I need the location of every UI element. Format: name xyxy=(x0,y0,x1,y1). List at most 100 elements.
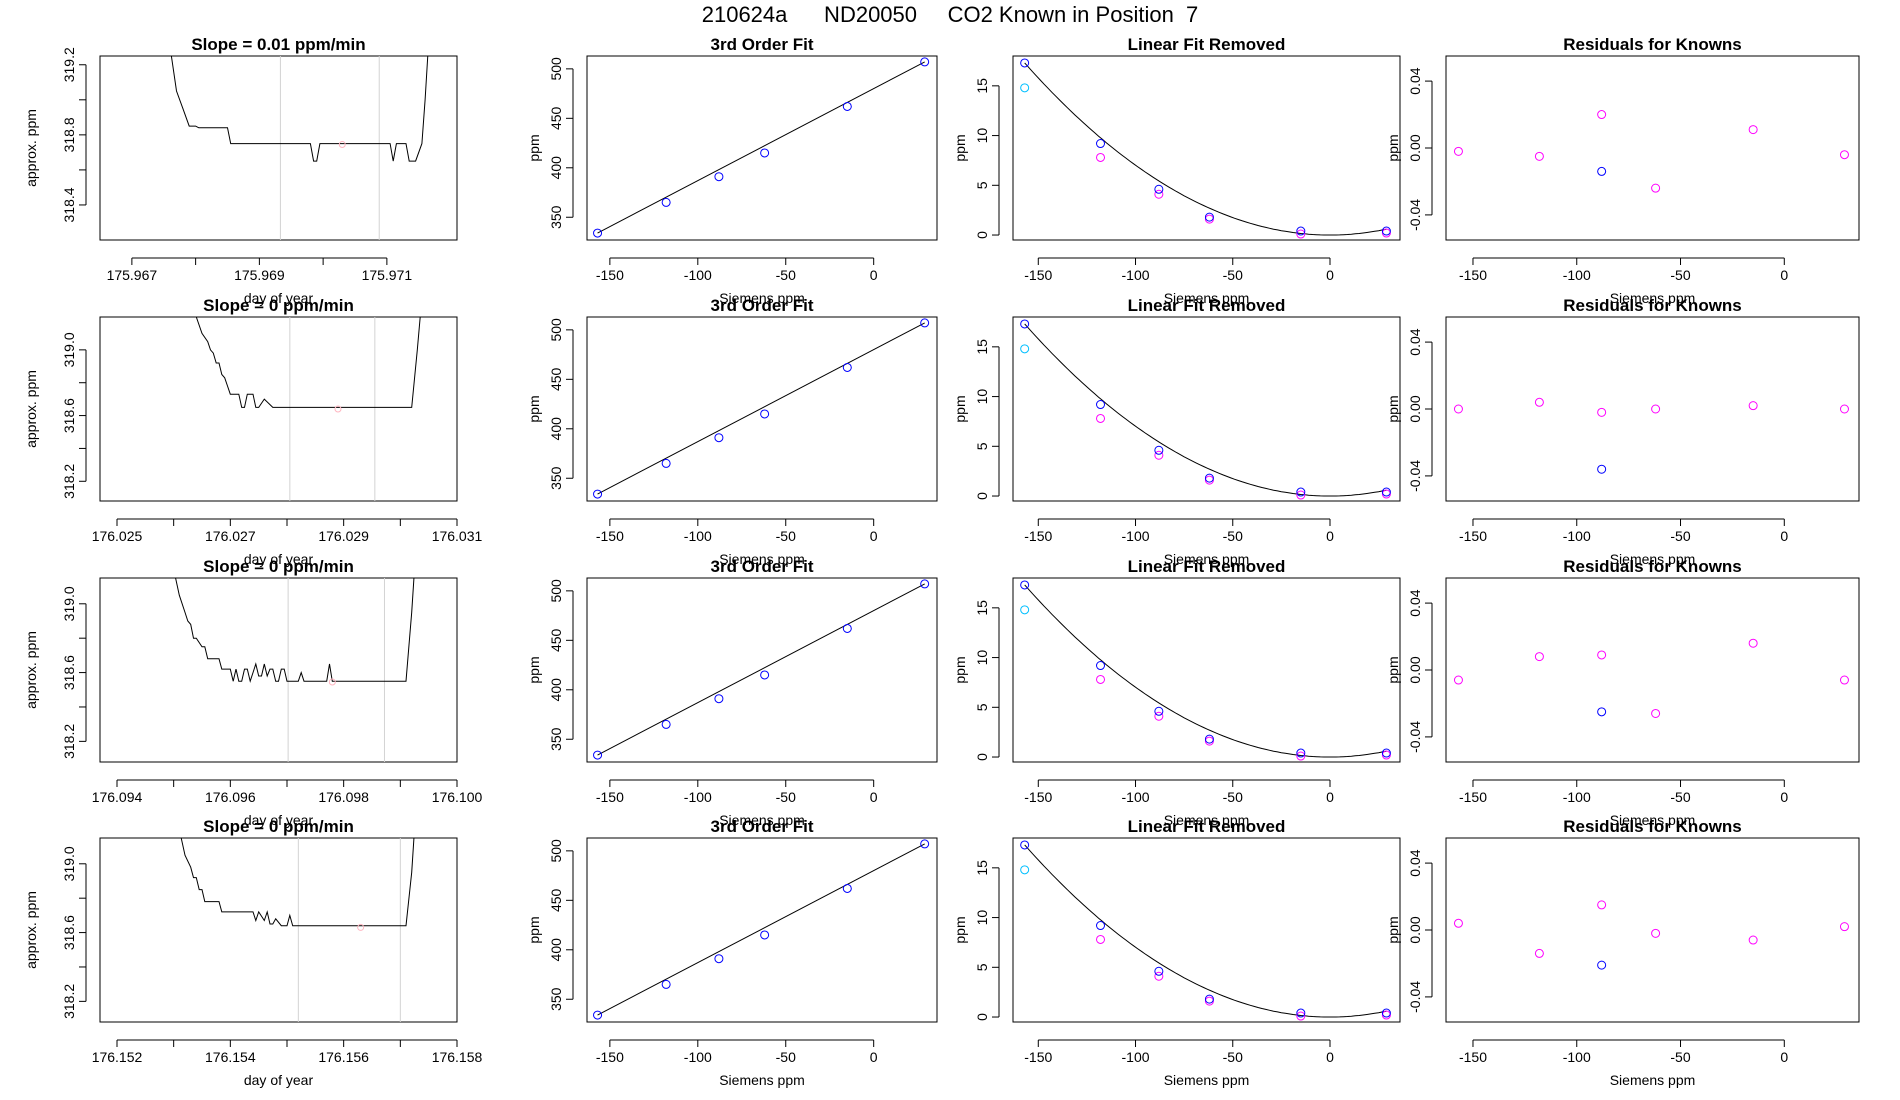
y-tick-label: 318.6 xyxy=(61,398,77,433)
x-tick-label: 0 xyxy=(1780,1049,1788,1065)
data-point-magenta xyxy=(1154,711,1164,721)
x-axis-label: Siemens ppm xyxy=(719,1072,805,1088)
y-tick-label: 319.0 xyxy=(61,332,77,367)
fit-line xyxy=(597,322,925,495)
data-point-blue xyxy=(1597,960,1607,970)
x-tick-label: -50 xyxy=(1670,789,1690,805)
y-tick-label: 318.6 xyxy=(61,655,77,690)
y-tick-label: 350 xyxy=(548,466,564,490)
x-tick-label: 176.027 xyxy=(205,528,256,544)
data-point-magenta xyxy=(1597,650,1607,660)
data-point-magenta xyxy=(1839,150,1849,160)
panel-data xyxy=(593,579,930,760)
data-point-blue xyxy=(760,409,770,419)
fit-curve xyxy=(1024,323,1387,497)
x-tick-label: -50 xyxy=(1223,528,1243,544)
y-axis-label: approx. ppm xyxy=(23,109,39,187)
data-point-blue xyxy=(661,458,671,468)
trace-line xyxy=(195,317,421,408)
y-tick-label: 350 xyxy=(548,205,564,229)
x-tick-label: 0 xyxy=(1326,267,1334,283)
data-point-blue xyxy=(1296,1008,1306,1018)
x-axis-label: Siemens ppm xyxy=(1610,551,1696,567)
x-tick-label: -50 xyxy=(776,1049,796,1065)
x-tick-label: 0 xyxy=(1326,789,1334,805)
x-tick-label: -100 xyxy=(1122,267,1150,283)
y-tick-label: -0.04 xyxy=(1407,721,1423,753)
fit-curve xyxy=(1024,62,1387,236)
data-point-magenta xyxy=(1096,934,1106,944)
y-axis-label: approx. ppm xyxy=(23,891,39,969)
data-point-blue xyxy=(593,750,603,760)
x-tick-label: 176.031 xyxy=(432,528,483,544)
x-axis-label: Siemens ppm xyxy=(1164,1072,1250,1088)
data-point-magenta xyxy=(1453,146,1463,156)
y-tick-label: 350 xyxy=(548,987,564,1011)
y-tick-label: 0.04 xyxy=(1407,67,1423,94)
data-point-blue xyxy=(661,197,671,207)
plot-frame xyxy=(586,316,938,502)
x-tick-label: -100 xyxy=(684,1049,712,1065)
panel-data xyxy=(195,317,421,501)
data-point-blue xyxy=(760,148,770,158)
x-tick-label: -150 xyxy=(1459,267,1487,283)
data-point-magenta xyxy=(1096,152,1106,162)
data-point-magenta xyxy=(1296,751,1306,761)
y-tick-label: 318.8 xyxy=(61,117,77,152)
y-tick-label: 400 xyxy=(548,678,564,702)
data-point-magenta xyxy=(1534,948,1544,958)
y-tick-label: 15 xyxy=(974,339,990,355)
x-tick-label: 176.029 xyxy=(318,528,369,544)
mean-point xyxy=(334,405,342,413)
panel-data xyxy=(1020,58,1391,239)
panel-r2-c1: 3rd Order Fit -150 -100 -50 0 Siemens ppm 350 4… xyxy=(526,557,938,828)
data-point-cyan xyxy=(1020,83,1030,93)
plot-frame xyxy=(586,837,938,1023)
fit-curve xyxy=(1024,844,1387,1018)
panel-data xyxy=(1453,900,1849,970)
data-point-blue xyxy=(714,954,724,964)
x-tick-label: -100 xyxy=(1122,528,1150,544)
x-tick-label: 0 xyxy=(870,789,878,805)
x-tick-label: -50 xyxy=(1223,267,1243,283)
data-point-blue xyxy=(760,930,770,940)
data-point-blue xyxy=(661,719,671,729)
y-tick-label: 0.04 xyxy=(1407,589,1423,616)
y-tick-label: 318.2 xyxy=(61,464,77,499)
data-point-blue xyxy=(1020,840,1030,850)
x-tick-label: -50 xyxy=(1670,267,1690,283)
mean-point xyxy=(328,678,336,686)
y-tick-label: 0 xyxy=(974,231,990,239)
data-point-blue xyxy=(714,694,724,704)
y-tick-label: 500 xyxy=(548,57,564,81)
y-axis-label: ppm xyxy=(1385,395,1401,422)
x-tick-label: -100 xyxy=(1563,528,1591,544)
data-point-magenta xyxy=(1651,404,1661,414)
panel-title: Linear Fit Removed xyxy=(1128,557,1286,576)
panel-r1-c1: 3rd Order Fit -150 -100 -50 0 Siemens ppm 350 4… xyxy=(526,296,938,567)
panel-title: Residuals for Knowns xyxy=(1563,817,1742,836)
plot-frame xyxy=(99,55,458,241)
panel-r1-c0: Slope = 0 ppm/min 176.025 176.027 176.029 17… xyxy=(23,296,483,567)
y-tick-label: 5 xyxy=(974,703,990,711)
data-point-magenta xyxy=(1204,475,1214,485)
y-tick-label: -0.04 xyxy=(1407,981,1423,1013)
data-point-blue xyxy=(1204,212,1214,222)
x-tick-label: 0 xyxy=(1326,528,1334,544)
data-point-blue xyxy=(1381,226,1391,236)
data-point-magenta xyxy=(1748,935,1758,945)
data-point-blue xyxy=(1597,707,1607,717)
y-axis-label: approx. ppm xyxy=(23,370,39,448)
y-tick-label: 450 xyxy=(548,106,564,130)
data-point-blue xyxy=(1381,748,1391,758)
data-point-magenta xyxy=(1096,413,1106,423)
x-tick-label: 176.100 xyxy=(432,789,483,805)
data-point-magenta xyxy=(1453,404,1463,414)
trace-line xyxy=(175,578,415,684)
x-tick-label: -150 xyxy=(1024,789,1052,805)
x-tick-label: 176.025 xyxy=(92,528,143,544)
y-tick-label: 500 xyxy=(548,579,564,603)
plot-frame xyxy=(1445,577,1860,763)
y-tick-label: 500 xyxy=(548,318,564,342)
